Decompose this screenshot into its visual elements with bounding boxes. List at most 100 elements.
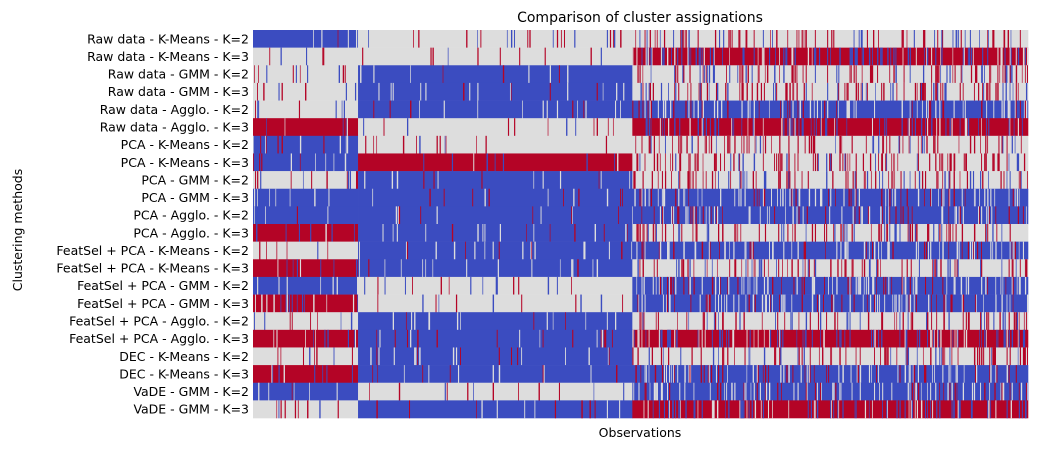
heatmap-stripe xyxy=(402,135,405,154)
heatmap-stripe xyxy=(1001,135,1003,154)
heatmap-stripe xyxy=(657,171,659,190)
heatmap-stripe xyxy=(1006,400,1008,419)
heatmap-stripe xyxy=(683,276,685,295)
heatmap-stripe xyxy=(296,259,298,278)
heatmap-stripe xyxy=(870,329,873,348)
heatmap-stripe xyxy=(959,400,961,419)
heatmap-stripe xyxy=(667,241,669,260)
heatmap-stripe xyxy=(721,294,722,313)
heatmap-stripe xyxy=(730,171,732,190)
heatmap-stripe xyxy=(805,329,807,348)
heatmap-stripe xyxy=(299,259,302,278)
heatmap-stripe xyxy=(880,206,882,225)
heatmap-stripe xyxy=(563,188,564,207)
heatmap-stripe xyxy=(855,82,857,101)
heatmap-stripe xyxy=(915,47,917,66)
heatmap-stripe xyxy=(844,153,846,172)
heatmap-stripe xyxy=(678,135,680,154)
heatmap-stripe xyxy=(289,312,291,331)
heatmap-stripe xyxy=(882,47,883,66)
heatmap-stripe xyxy=(880,47,882,66)
heatmap-stripe xyxy=(414,312,416,331)
heatmap-stripe xyxy=(923,365,926,384)
heatmap-stripe xyxy=(440,276,442,295)
heatmap-stripe xyxy=(959,82,961,101)
heatmap-stripe xyxy=(527,30,529,48)
heatmap-stripe xyxy=(661,329,663,348)
heatmap-stripe xyxy=(925,276,927,295)
heatmap-stripe xyxy=(1026,65,1028,84)
heatmap-stripe xyxy=(922,65,925,84)
heatmap-stripe xyxy=(699,47,701,66)
heatmap-stripe xyxy=(894,188,896,207)
heatmap-stripe xyxy=(885,347,886,366)
heatmap-stripe xyxy=(499,224,501,242)
heatmap-stripe xyxy=(698,82,700,101)
heatmap-stripe xyxy=(737,224,739,242)
heatmap-stripe xyxy=(911,400,913,419)
heatmap-stripe xyxy=(1025,82,1028,101)
heatmap-stripe xyxy=(1006,294,1008,313)
heatmap-stripe xyxy=(948,206,950,225)
heatmap-stripe xyxy=(819,188,822,207)
heatmap-stripe xyxy=(824,224,826,242)
heatmap-block xyxy=(358,47,633,66)
heatmap-stripe xyxy=(638,382,640,401)
heatmap-stripe xyxy=(749,347,751,366)
row-label: FeatSel + PCA - Agglo. - K=3 xyxy=(69,331,249,346)
heatmap-stripe xyxy=(687,206,689,225)
heatmap-stripe xyxy=(713,100,716,119)
heatmap-stripe xyxy=(830,47,831,66)
heatmap-stripe xyxy=(825,241,826,260)
heatmap-stripe xyxy=(411,312,413,331)
heatmap-stripe xyxy=(909,294,912,313)
heatmap-stripe xyxy=(792,365,794,384)
heatmap-stripe xyxy=(961,224,964,242)
heatmap-stripe xyxy=(684,188,686,207)
heatmap-stripe xyxy=(828,365,830,384)
heatmap-stripe xyxy=(297,400,299,419)
heatmap-stripe xyxy=(266,241,267,260)
heatmap-stripe xyxy=(892,294,894,313)
heatmap-stripe xyxy=(770,294,771,313)
heatmap-stripe xyxy=(688,30,690,48)
heatmap-stripe xyxy=(861,30,863,48)
heatmap-stripe xyxy=(984,65,985,84)
heatmap-stripe xyxy=(738,294,740,313)
heatmap-stripe xyxy=(277,135,279,154)
heatmap-stripe xyxy=(634,188,636,207)
heatmap-stripe xyxy=(844,224,846,242)
heatmap-stripe xyxy=(907,312,909,331)
heatmap-stripe xyxy=(844,241,846,260)
heatmap-stripe xyxy=(1000,171,1002,190)
heatmap-stripe xyxy=(552,312,554,331)
heatmap-stripe xyxy=(680,30,682,48)
heatmap-stripe xyxy=(876,276,877,295)
heatmap-stripe xyxy=(669,294,671,313)
heatmap-stripe xyxy=(758,100,760,119)
heatmap-stripe xyxy=(1023,347,1026,366)
heatmap-stripe xyxy=(895,224,897,242)
heatmap-stripe xyxy=(899,294,901,313)
heatmap-stripe xyxy=(989,82,991,101)
heatmap-stripe xyxy=(830,188,832,207)
heatmap-stripe xyxy=(890,82,892,101)
heatmap-stripe xyxy=(930,100,932,119)
heatmap-stripe xyxy=(981,118,982,137)
heatmap-stripe xyxy=(322,365,324,384)
heatmap-stripe xyxy=(928,241,930,260)
heatmap-stripe xyxy=(920,82,923,101)
heatmap-stripe xyxy=(688,171,690,190)
heatmap-stripe xyxy=(668,347,670,366)
heatmap-stripe xyxy=(673,30,675,48)
heatmap-stripe xyxy=(463,82,465,101)
heatmap-stripe xyxy=(910,259,912,278)
heatmap-stripe xyxy=(740,400,742,419)
heatmap-stripe xyxy=(869,259,871,278)
heatmap-stripe xyxy=(778,171,780,190)
heatmap-stripe xyxy=(700,82,702,101)
heatmap-stripe xyxy=(688,100,690,119)
heatmap-stripe xyxy=(460,312,461,331)
heatmap-stripe xyxy=(436,206,438,225)
heatmap-stripe xyxy=(671,47,672,66)
